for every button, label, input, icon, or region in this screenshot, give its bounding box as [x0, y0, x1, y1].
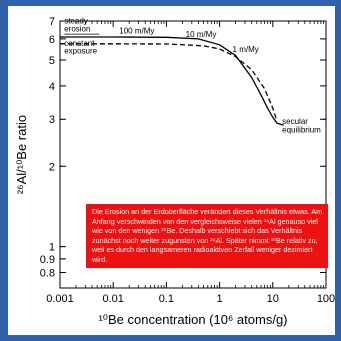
x-tick-label: 10	[267, 293, 279, 305]
annotation-label: 10 m/My	[186, 30, 217, 39]
x-tick-label: 100	[317, 293, 335, 305]
constant-exposure-line	[60, 43, 278, 122]
y-tick-label: 2	[49, 161, 55, 173]
explanation-note: Die Erosion an der Erdoberfläche verände…	[86, 204, 328, 268]
chart-panel: 0.001 0.01 0.1 1 10 100 7 6 5 4 3 2 1 0.9 0.8 steady ero…	[8, 6, 335, 335]
y-tick-label: 0.9	[40, 254, 55, 266]
x-tick-label: 0.01	[102, 293, 123, 305]
annotation-label: constant	[64, 39, 95, 48]
x-tick-label: 1	[217, 293, 223, 305]
y-tick-label: 6	[49, 34, 55, 46]
x-tick-label: 0.1	[159, 293, 174, 305]
steady-erosion-line	[60, 36, 284, 126]
x-tick-label: 0.001	[46, 293, 74, 305]
x-axis-title: ¹⁰Be concentration (10⁶ atoms/g)	[98, 312, 287, 327]
annotation-label: 1 m/My	[233, 45, 259, 54]
y-tick-label: 1	[49, 242, 55, 254]
annotation-label: equilibrium	[282, 125, 321, 134]
y-tick-label: 4	[49, 81, 55, 93]
plot-frame	[59, 20, 327, 289]
y-tick-label: 7	[49, 16, 55, 28]
annotation-label: exposure	[64, 46, 97, 55]
y-tick-label: 0.8	[40, 268, 55, 280]
annotation-label: secular	[282, 117, 308, 126]
annotation-label: steady	[64, 17, 88, 26]
y-axis-title: ²⁶Al/¹⁰Be ratio	[14, 115, 29, 194]
y-tick-label: 3	[49, 114, 55, 126]
annotation-label: 100 m/My	[119, 27, 154, 36]
y-tick-label: 5	[49, 55, 55, 67]
annotation-label: erosion	[64, 24, 90, 33]
chart-svg: 0.001 0.01 0.1 1 10 10076543210.90.8steadyero…	[14, 16, 335, 327]
